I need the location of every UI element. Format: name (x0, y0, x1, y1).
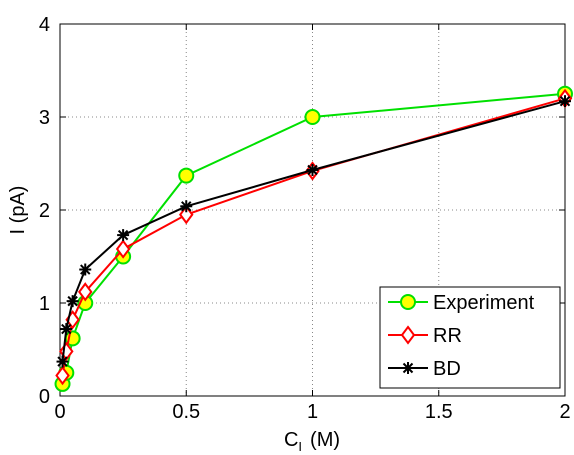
data-point-bd (117, 229, 130, 242)
y-tick-label: 0 (39, 386, 50, 408)
data-point-bd (559, 95, 571, 108)
data-point-bd (180, 200, 193, 213)
x-tick-label: 0.5 (172, 401, 200, 423)
data-point-rr (55, 365, 70, 386)
x-tick-label: 1 (307, 401, 318, 423)
y-axis-label: I (pA) (7, 186, 29, 235)
x-tick-label: 1.5 (425, 401, 453, 423)
series-bd (56, 95, 571, 368)
legend-marker-rr (400, 325, 416, 345)
data-point-experiment (304, 109, 321, 125)
x-axis-label: CI (M) (284, 429, 340, 454)
data-point-rr (78, 282, 93, 302)
data-point-bd (66, 295, 79, 308)
series-line-bd (61, 100, 566, 362)
data-point-bd (79, 263, 92, 276)
x-tick-label: 0 (54, 401, 65, 423)
data-point-bd (60, 323, 73, 336)
legend-marker-bd (402, 362, 414, 374)
data-point-bd (56, 355, 69, 368)
y-tick-label: 4 (39, 14, 50, 36)
y-tick-label: 3 (39, 107, 50, 129)
legend-label-rr: RR (433, 325, 462, 347)
y-tick-label: 2 (39, 200, 50, 222)
legend-label-bd: BD (433, 358, 461, 380)
data-point-experiment (178, 167, 195, 184)
legend: Experiment RR BD (379, 286, 561, 389)
x-tick-label: 2 (559, 401, 570, 423)
data-point-rr (115, 239, 131, 259)
legend-marker-experiment (400, 294, 416, 310)
legend-label-experiment: Experiment (433, 292, 535, 314)
data-point-bd (306, 164, 319, 177)
y-tick-label: 1 (39, 293, 50, 315)
data-series (54, 85, 573, 392)
